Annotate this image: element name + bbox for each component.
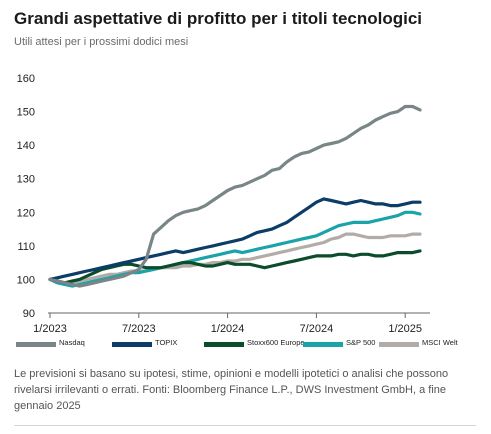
- divider: [14, 425, 476, 426]
- chart-subtitle: Utili attesi per i prossimi dodici mesi: [14, 36, 189, 48]
- legend-swatch: [379, 342, 419, 347]
- legend-swatch: [303, 342, 343, 347]
- legend-label: Nasdaq: [59, 338, 85, 347]
- legend-label: S&P 500: [346, 338, 376, 347]
- y-tick-label: 150: [17, 107, 35, 119]
- legend-label: TOPIX: [155, 338, 178, 347]
- x-tick-label: 1/2023: [33, 323, 67, 335]
- legend-swatch: [112, 342, 152, 347]
- y-tick-label: 90: [23, 308, 35, 320]
- legend-label: MSCI Welt: [422, 338, 458, 347]
- legend-swatch: [204, 342, 244, 347]
- y-tick-label: 120: [17, 207, 35, 219]
- x-axis: 1/2023 7/2023 1/2024 7/2024 1/2025: [33, 312, 430, 335]
- y-tick-label: 160: [17, 73, 35, 85]
- legend-label: Stoxx600 Europe: [247, 338, 305, 347]
- series-line-nasdaq: [48, 104, 422, 288]
- legend-swatch: [16, 342, 56, 347]
- series-line-msci-welt: [48, 232, 422, 285]
- x-tick-label: 7/2023: [122, 323, 156, 335]
- chart-title: Grandi aspettative di profitto per i tit…: [14, 9, 423, 28]
- x-tick-label: 1/2025: [388, 323, 422, 335]
- series-line-topix: [48, 197, 422, 281]
- x-tick-label: 1/2024: [211, 323, 245, 335]
- y-tick-label: 140: [17, 140, 35, 152]
- y-tick-label: 130: [17, 174, 35, 186]
- y-tick-label: 100: [17, 274, 35, 286]
- source-note: Le previsioni si basano su ipotesi, stim…: [14, 368, 449, 412]
- y-axis: 90 100 110 120 130 140 150 160: [17, 73, 35, 320]
- x-tick-label: 7/2024: [300, 323, 334, 335]
- series-layer: [48, 104, 422, 288]
- series-line-stoxx600-europe: [48, 249, 422, 285]
- y-tick-label: 110: [17, 241, 35, 253]
- legend: Nasdaq TOPIX Stoxx600 Europe S&P 500 MSCI We…: [16, 338, 476, 354]
